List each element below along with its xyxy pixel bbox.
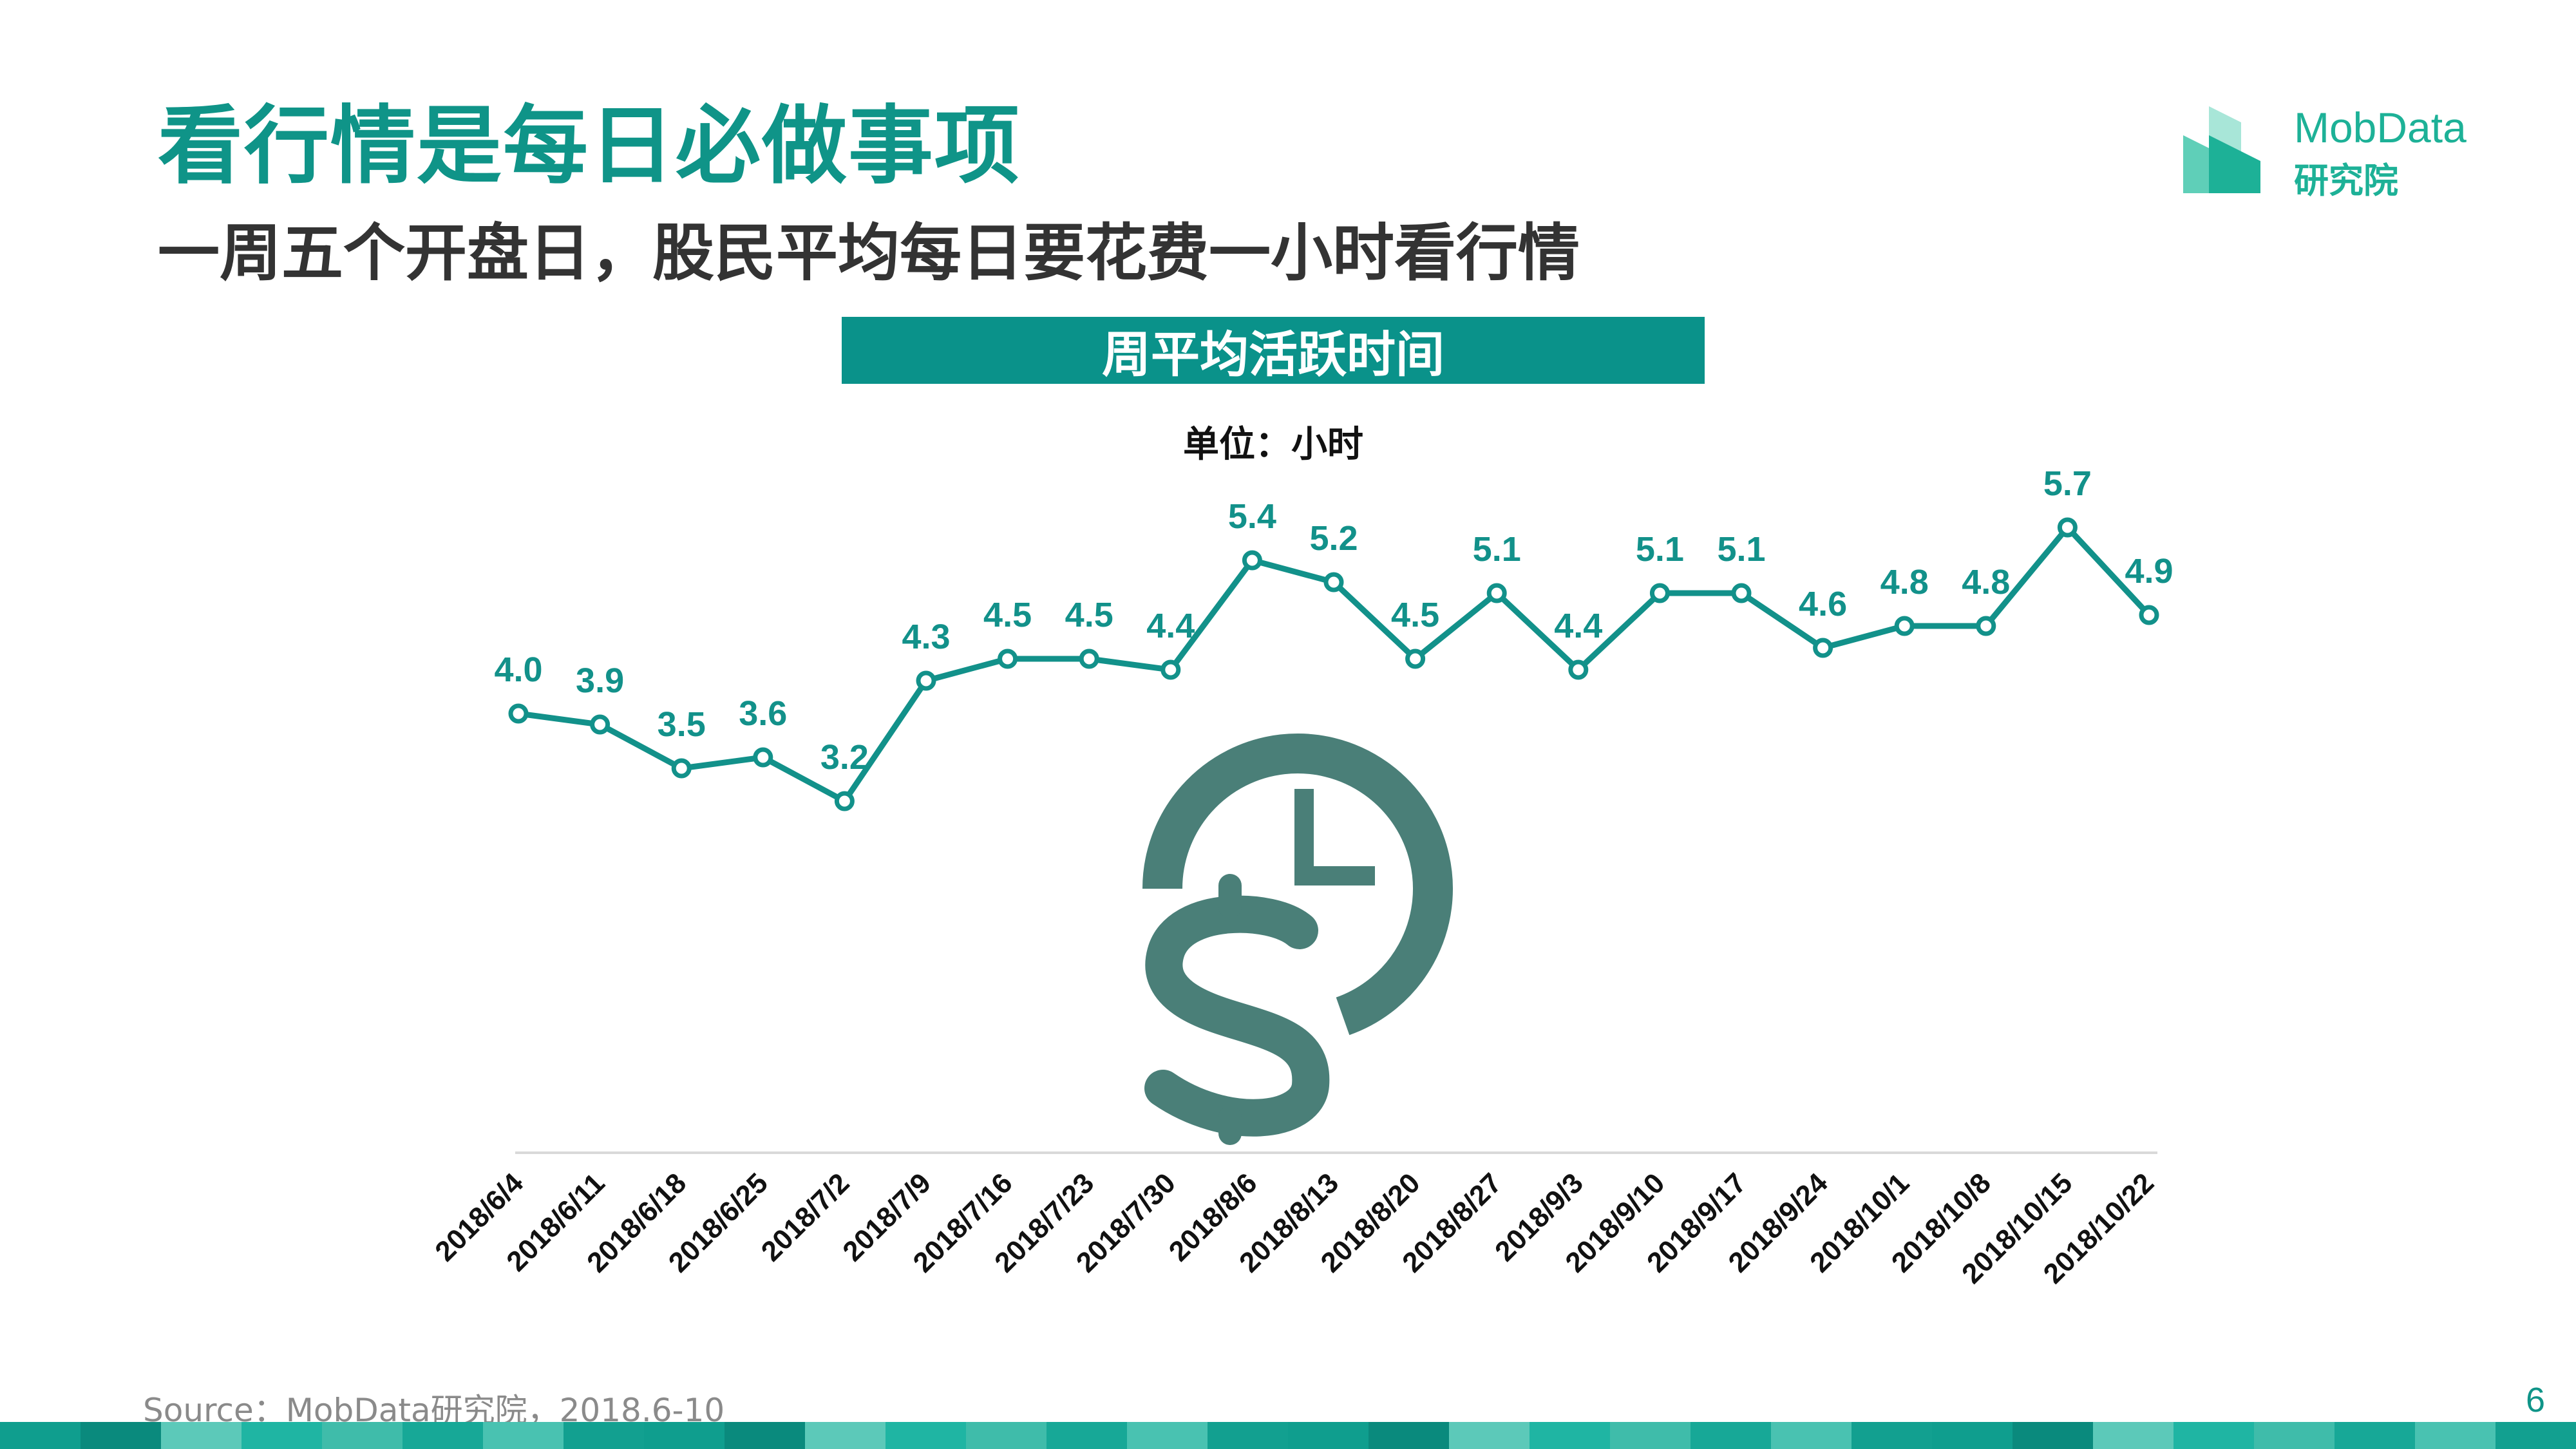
page-title: 看行情是每日必做事项: [158, 97, 1021, 196]
footer-bar-segment: [564, 1422, 644, 1449]
footer-bar-segment: [1208, 1422, 1288, 1449]
footer-bar-segment: [1852, 1422, 1932, 1449]
data-label: 3.6: [739, 694, 787, 733]
data-point: [1160, 659, 1181, 680]
page-number: 6: [2525, 1381, 2545, 1419]
data-point: [753, 747, 773, 768]
footer-bar-segment: [322, 1422, 402, 1449]
data-point: [508, 703, 529, 724]
footer-bar-segment: [1530, 1422, 1610, 1449]
data-label: 4.8: [1880, 563, 1929, 601]
logo-name: MobData: [2294, 104, 2467, 151]
data-label: 5.4: [1228, 497, 1276, 536]
data-label: 5.1: [1473, 530, 1521, 569]
footer-bar-segment: [1046, 1422, 1127, 1449]
clock-dollar-icon: [1142, 734, 1453, 1145]
data-point: [1323, 572, 1344, 592]
data-label: 5.1: [1636, 530, 1684, 569]
data-point: [834, 791, 855, 811]
footer-bar-segment: [805, 1422, 886, 1449]
data-point: [1731, 583, 1752, 603]
logo-subname: 研究院: [2294, 160, 2398, 201]
footer-bar-segment: [724, 1422, 805, 1449]
footer-bar-segment: [402, 1422, 483, 1449]
dollar-s: [1144, 895, 1330, 1137]
footer-bar-segment: [644, 1422, 724, 1449]
data-label: 4.9: [2125, 552, 2173, 591]
data-point: [1813, 638, 1833, 658]
footer-bar-segment: [0, 1422, 80, 1449]
data-point: [1405, 649, 1426, 669]
data-points: [508, 517, 2159, 811]
data-label: 5.7: [2043, 464, 2092, 503]
data-point: [590, 714, 611, 735]
footer-bar-segment: [1449, 1422, 1530, 1449]
data-label: 4.5: [983, 596, 1032, 634]
data-point: [671, 758, 692, 779]
data-labels: 4.0 3.9 3.5 3.6 3.2 4.3 4.5 4.5 4.4 5.4 5.2 4.5 5.1 4…: [494, 464, 2173, 777]
footer-bar-segment: [2334, 1422, 2415, 1449]
footer-bar-segment: [2415, 1422, 2496, 1449]
footer-bar-segment: [242, 1422, 322, 1449]
x-tick-label: 2018/7/2: [755, 1167, 856, 1267]
data-label: 4.4: [1146, 607, 1195, 645]
footer-bar-segment: [1932, 1422, 2012, 1449]
page-subtitle: 一周五个开盘日，股民平均每日要花费一小时看行情: [158, 217, 1580, 289]
data-point: [1976, 616, 1996, 636]
footer-bar-segment: [2254, 1422, 2334, 1449]
footer-bar-segment: [1288, 1422, 1368, 1449]
logo-block-mid: [2183, 135, 2215, 193]
data-point: [2139, 605, 2159, 625]
footer-bar-segment: [966, 1422, 1046, 1449]
data-label: 4.3: [902, 618, 950, 656]
data-point: [1894, 616, 1915, 636]
footer-bar-segment: [886, 1422, 966, 1449]
data-point: [1242, 550, 1262, 571]
data-label: 3.2: [820, 738, 869, 777]
data-point: [998, 649, 1018, 669]
footer-bar-segment: [1610, 1422, 1690, 1449]
data-label: 4.6: [1799, 585, 1847, 623]
data-label: 4.8: [1962, 563, 2010, 601]
data-point: [1568, 659, 1589, 680]
mobdata-logo: [2183, 106, 2260, 193]
logo-block-front: [2209, 135, 2260, 193]
footer-bar-segment: [2012, 1422, 2093, 1449]
data-label: 4.0: [494, 650, 542, 689]
data-point: [2057, 517, 2078, 538]
data-label: 4.5: [1065, 596, 1113, 634]
data-label: 5.1: [1717, 530, 1765, 569]
footer-bar-segment: [2093, 1422, 2174, 1449]
clock-ring: [1142, 734, 1453, 1036]
data-label: 5.2: [1309, 519, 1358, 558]
footer-bar-segment: [1690, 1422, 1771, 1449]
footer-bar-segment: [2496, 1422, 2576, 1449]
chart-unit-label: 单位：小时: [1183, 424, 1363, 466]
chart-title-banner: 周平均活跃时间: [842, 317, 1705, 384]
footer-bar-segment: [161, 1422, 242, 1449]
data-point: [1486, 583, 1507, 603]
data-point: [916, 670, 936, 691]
footer-color-bar: [0, 1422, 2576, 1449]
data-label: 3.9: [576, 661, 624, 700]
footer-bar-segment: [1368, 1422, 1449, 1449]
data-point: [1079, 649, 1099, 669]
data-point: [1649, 583, 1670, 603]
footer-bar-segment: [2174, 1422, 2254, 1449]
data-label: 4.4: [1554, 607, 1602, 645]
footer-bar-segment: [80, 1422, 161, 1449]
footer-bar-segment: [1771, 1422, 1852, 1449]
footer-bar-segment: [483, 1422, 564, 1449]
data-label: 4.5: [1391, 596, 1439, 634]
x-tick-labels: 2018/6/42018/6/112018/6/182018/6/252018/…: [429, 1167, 2160, 1290]
clock-hands: [1294, 789, 1375, 886]
data-label: 3.5: [658, 705, 706, 744]
footer-bar-segment: [1127, 1422, 1208, 1449]
